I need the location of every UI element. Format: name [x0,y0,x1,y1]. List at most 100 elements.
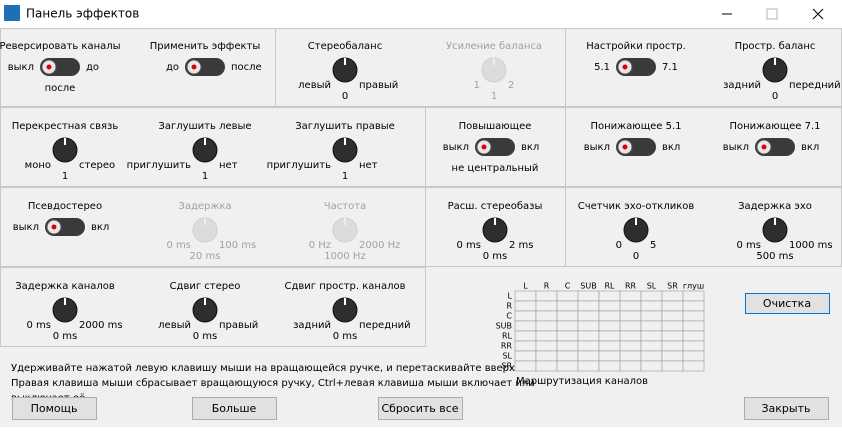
routing-cell[interactable] [535,300,558,312]
routing-cell[interactable] [598,300,621,312]
routing-cell[interactable] [535,320,558,332]
button[interactable] [744,397,829,420]
routing-cell[interactable] [598,360,621,372]
help-text: Удерживайте нажатой левую клавишу мыши н… [11,363,515,374]
routing-cell[interactable] [514,360,537,372]
routing-cell[interactable] [556,320,579,332]
routing-cell[interactable] [514,350,537,362]
routing-cell[interactable] [535,350,558,362]
routing-cell[interactable] [598,290,621,302]
routing-cell[interactable] [619,310,642,322]
control-title: Применить эффекты [150,41,261,52]
routing-cell[interactable] [556,340,579,352]
routing-cell[interactable] [682,330,705,342]
routing-cell[interactable] [640,350,663,362]
knob-max-label: передний [789,80,841,91]
routing-cell[interactable] [640,330,663,342]
button[interactable] [12,397,97,420]
routing-cell[interactable] [514,330,537,342]
routing-cell[interactable] [556,350,579,362]
routing-cell[interactable] [514,310,537,322]
routing-cell[interactable] [577,300,600,312]
knob-max-label: нет [219,160,238,171]
routing-cell[interactable] [514,340,537,352]
toggle-left-label: выкл [8,62,34,73]
button[interactable] [192,397,277,420]
control-title: Понижающее 5.1 [590,121,681,132]
knob-value: 0 ms [483,251,508,262]
routing-cell[interactable] [577,360,600,372]
routing-cell[interactable] [661,300,684,312]
routing-cell[interactable] [640,290,663,302]
routing-cell[interactable] [577,320,600,332]
routing-cell[interactable] [514,290,537,302]
routing-cell[interactable] [682,340,705,352]
knob-min-label: 0 ms [27,320,52,331]
knob-min-label: 0 Hz [309,240,331,251]
routing-cell[interactable] [556,330,579,342]
routing-cell[interactable] [619,330,642,342]
routing-cell[interactable] [598,310,621,322]
app-icon [4,5,20,21]
routing-cell[interactable] [640,340,663,352]
knob-max-label: 5 [650,240,656,251]
routing-cell[interactable] [682,310,705,322]
routing-cell[interactable] [556,290,579,302]
routing-cell[interactable] [535,290,558,302]
routing-cell[interactable] [661,330,684,342]
routing-cell[interactable] [640,360,663,372]
routing-cell[interactable] [619,300,642,312]
button[interactable] [378,397,463,420]
routing-cell[interactable] [661,360,684,372]
routing-cell[interactable] [556,300,579,312]
knob-min-label: задний [293,320,331,331]
routing-cell[interactable] [661,310,684,322]
knob-max-label: нет [359,160,378,171]
routing-cell[interactable] [577,350,600,362]
routing-cell[interactable] [619,320,642,332]
routing-cell[interactable] [640,320,663,332]
routing-cell[interactable] [661,320,684,332]
routing-cell[interactable] [577,290,600,302]
routing-cell[interactable] [640,310,663,322]
routing-cell[interactable] [640,300,663,312]
routing-cell[interactable] [514,320,537,332]
routing-cell[interactable] [661,290,684,302]
routing-cell[interactable] [619,350,642,362]
maximize-button[interactable] [766,8,778,20]
routing-cell[interactable] [598,320,621,332]
routing-cell[interactable] [598,350,621,362]
control-title: Сдвиг простр. каналов [285,281,406,292]
routing-cell[interactable] [535,330,558,342]
routing-cell[interactable] [619,340,642,352]
toggle-dot [622,64,628,70]
routing-cell[interactable] [619,360,642,372]
knob-min-label: 0 ms [737,240,762,251]
knob-value: 0 [772,91,778,102]
close-button[interactable] [812,8,824,20]
routing-cell[interactable] [556,310,579,322]
routing-cell[interactable] [577,310,600,322]
routing-cell[interactable] [682,300,705,312]
routing-cell[interactable] [598,330,621,342]
clear-button[interactable] [745,293,830,314]
control-title: Настройки простр. [586,41,686,52]
routing-cell[interactable] [661,340,684,352]
routing-cell[interactable] [598,340,621,352]
routing-cell[interactable] [682,320,705,332]
routing-cell[interactable] [661,350,684,362]
routing-cell[interactable] [535,310,558,322]
routing-cell[interactable] [535,340,558,352]
routing-cell[interactable] [514,300,537,312]
routing-cell[interactable] [619,290,642,302]
routing-cell[interactable] [577,340,600,352]
routing-cell[interactable] [535,360,558,372]
routing-cell[interactable] [577,330,600,342]
routing-cell[interactable] [682,360,705,372]
routing-cell[interactable] [682,290,705,302]
control-title: Расш. стереобазы [448,201,543,212]
toggle-left-label: выкл [13,222,39,233]
routing-cell[interactable] [556,360,579,372]
routing-cell[interactable] [682,350,705,362]
clear-button-label: Очистка [763,297,811,310]
